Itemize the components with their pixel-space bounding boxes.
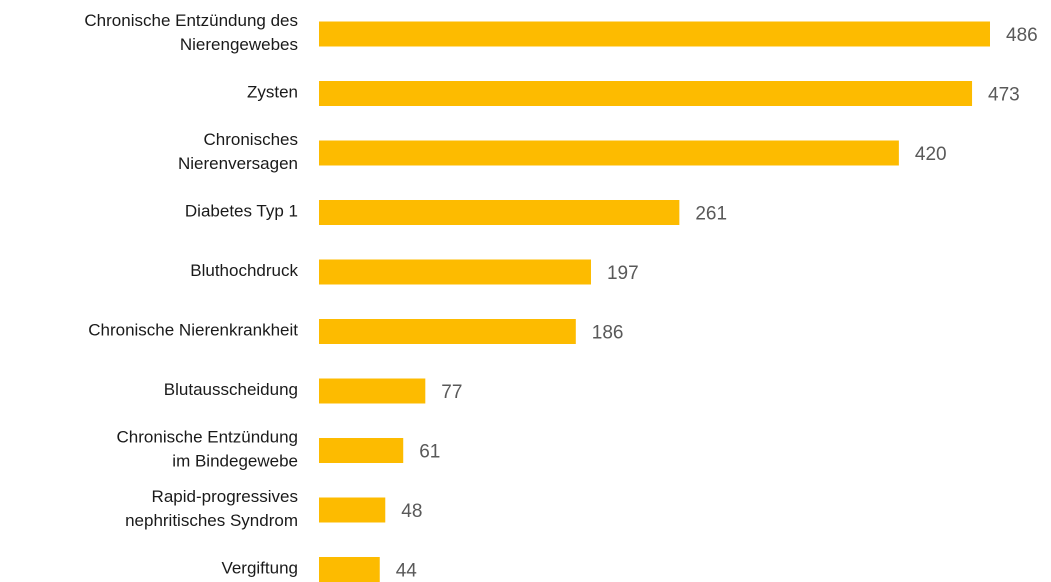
bar xyxy=(319,259,591,285)
value-label: 486 xyxy=(1006,25,1038,46)
bar xyxy=(319,438,404,463)
value-label: 420 xyxy=(915,144,947,165)
value-label: 473 xyxy=(988,85,1020,106)
bar xyxy=(319,557,380,582)
value-label: 48 xyxy=(401,501,422,522)
category-label: Chronische Entzündung im Bindegewebe xyxy=(117,428,298,471)
bar xyxy=(319,140,899,166)
bar xyxy=(319,200,680,225)
category-label: Chronische Nierenkrankheit xyxy=(88,321,298,340)
bar xyxy=(319,81,973,106)
category-label: Vergiftung xyxy=(221,559,298,578)
bar xyxy=(319,497,386,523)
bar xyxy=(319,319,576,344)
value-label: 61 xyxy=(419,442,440,463)
value-label: 261 xyxy=(695,204,727,225)
value-label: 44 xyxy=(396,561,418,582)
value-label: 77 xyxy=(441,382,462,403)
value-label: 197 xyxy=(607,263,639,284)
category-label: Chronisches Nierenversagen xyxy=(178,130,298,173)
category-label: Zysten xyxy=(247,83,298,102)
category-label: Bluthochdruck xyxy=(190,261,298,280)
bar xyxy=(319,378,426,404)
bar xyxy=(319,21,990,47)
category-label: Blutausscheidung xyxy=(164,380,298,399)
category-label: Chronische Entzündung des Nierengewebes xyxy=(84,11,298,54)
value-label: 186 xyxy=(592,323,624,344)
category-label: Diabetes Typ 1 xyxy=(185,202,298,221)
category-label: Rapid-progressives nephritisches Syndrom xyxy=(125,487,298,530)
